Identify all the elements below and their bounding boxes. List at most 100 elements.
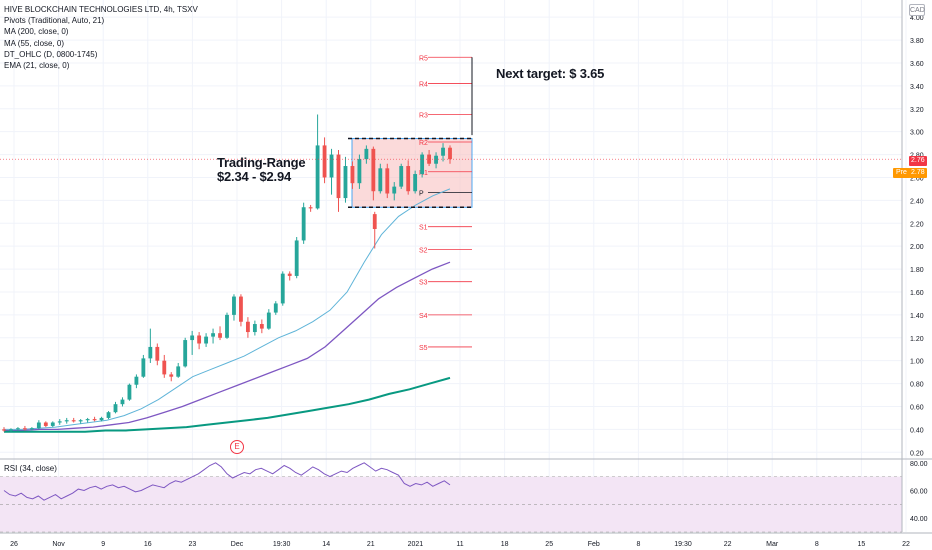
candle-body <box>329 154 334 178</box>
pivot-label: R3 <box>419 113 428 120</box>
candle-body <box>372 214 377 229</box>
candle-body <box>85 419 90 421</box>
last-price-tag: 2.76 <box>909 156 927 166</box>
pivot-label: S4 <box>419 313 428 320</box>
ma-line <box>4 188 451 430</box>
time-tick-label: 15 <box>858 541 866 548</box>
candle-body <box>218 333 222 338</box>
next-target-annotation[interactable]: Next target: $ 3.65 <box>496 66 605 81</box>
price-tick-label: 2.00 <box>910 244 924 251</box>
candle-body <box>413 174 418 192</box>
candle-body <box>420 154 425 175</box>
range-values: $2.34 - $2.94 <box>217 169 292 184</box>
candle-body <box>155 346 160 361</box>
pivot-label: S2 <box>419 248 428 255</box>
price-tick-label: 1.40 <box>910 313 924 320</box>
candle-body <box>176 366 181 377</box>
range-title: Trading-Range <box>217 155 306 170</box>
time-tick-label: Feb <box>588 541 600 548</box>
range-annotation[interactable]: Trading-Range $2.34 - $2.94 <box>217 155 306 184</box>
price-tick-label: 2.60 <box>910 175 924 182</box>
candle-body <box>392 186 397 194</box>
candle-body <box>225 314 229 338</box>
rsi-tick-label: 60.00 <box>910 488 928 495</box>
legend-ma200[interactable]: MA (200, close, 0) <box>4 27 69 37</box>
legend-pivots[interactable]: Pivots (Traditional, Auto, 21) <box>4 16 105 26</box>
candle-body <box>273 303 278 313</box>
rsi-pane <box>0 462 902 533</box>
time-tick-label: 16 <box>144 541 152 548</box>
candle-body <box>127 384 132 400</box>
rsi-title[interactable]: RSI (34, close) <box>4 464 57 473</box>
candle-body <box>448 147 452 160</box>
candle-body <box>294 240 299 276</box>
candle-body <box>266 312 271 329</box>
pivot-label: P <box>419 190 424 197</box>
pivot-label: R4 <box>419 82 428 89</box>
rsi-tick-label: 40.00 <box>910 516 928 523</box>
price-tick-label: 2.40 <box>910 198 924 205</box>
time-tick-label: 8 <box>815 541 819 548</box>
time-tick-label: 2021 <box>408 541 424 548</box>
time-tick-label: 23 <box>189 541 197 548</box>
candle-body <box>162 360 167 375</box>
pivot-label: R2 <box>419 140 428 147</box>
price-tick-label: 0.60 <box>910 404 924 411</box>
price-tick-label: 0.40 <box>910 427 924 434</box>
pivot-label: R5 <box>419 55 428 62</box>
candle-body <box>343 166 348 199</box>
candle-body <box>183 340 188 367</box>
price-tick-label: 0.20 <box>910 450 924 457</box>
candle-body <box>29 428 34 430</box>
trading-range-box[interactable] <box>351 138 473 208</box>
price-tick-label: 3.80 <box>910 38 924 45</box>
price-tick-label: 1.60 <box>910 290 924 297</box>
candle-body <box>399 166 404 187</box>
price-tick-label: 3.60 <box>910 61 924 68</box>
candle-body <box>169 374 174 377</box>
candle-body <box>141 358 146 377</box>
time-tick-label: 11 <box>456 541 463 548</box>
time-tick-label: 19:30 <box>674 541 692 548</box>
candle-body <box>22 428 27 430</box>
candle-body <box>9 429 13 431</box>
legend-dt-ohlc[interactable]: DT_OHLC (D, 0800-1745) <box>4 49 98 59</box>
rsi-line <box>3 462 451 501</box>
candle-body <box>36 422 41 429</box>
candlesticks <box>2 114 452 432</box>
candle-body <box>385 168 390 194</box>
currency-button[interactable]: CAD <box>909 4 925 16</box>
time-tick-label: 14 <box>322 541 330 548</box>
legend-ma55[interactable]: MA (55, close, 0) <box>4 38 65 48</box>
pivot-label: S3 <box>419 280 428 287</box>
price-tick-label: 1.80 <box>910 267 924 274</box>
candle-body <box>113 404 118 413</box>
candle-body <box>78 420 83 422</box>
moving-averages <box>4 188 451 433</box>
price-tick-label: 1.20 <box>910 336 924 343</box>
candle-body <box>120 399 125 405</box>
legend-ema21[interactable]: EMA (21, close, 0) <box>4 61 70 71</box>
candle-body <box>357 159 362 184</box>
symbol-title[interactable]: HIVE BLOCKCHAIN TECHNOLOGIES LTD, 4h, TS… <box>4 5 198 14</box>
candle-body <box>204 336 209 344</box>
candle-body <box>64 420 69 422</box>
candle-body <box>16 428 20 430</box>
candle-body <box>252 324 257 333</box>
time-tick-label: 18 <box>501 541 509 548</box>
candle-body <box>50 422 55 426</box>
earnings-marker[interactable]: E <box>230 440 244 454</box>
indicator-legend: HIVE BLOCKCHAIN TECHNOLOGIES LTD, 4h, TS… <box>4 4 198 71</box>
price-tick-label: 1.00 <box>910 359 924 366</box>
pivot-label: S5 <box>419 345 428 352</box>
candle-body <box>148 346 153 359</box>
time-tick-label: 21 <box>367 541 375 548</box>
candle-body <box>232 296 236 315</box>
time-tick-label: 26 <box>10 541 18 548</box>
candle-body <box>315 145 320 209</box>
candle-body <box>280 273 285 304</box>
price-tick-label: 3.00 <box>910 130 924 137</box>
time-axis: 26 Nov 9 16 23 Dec 19:30 14 21 2021 11 18 25 Feb 8 19:3… <box>0 532 932 548</box>
candle-body <box>134 376 139 385</box>
